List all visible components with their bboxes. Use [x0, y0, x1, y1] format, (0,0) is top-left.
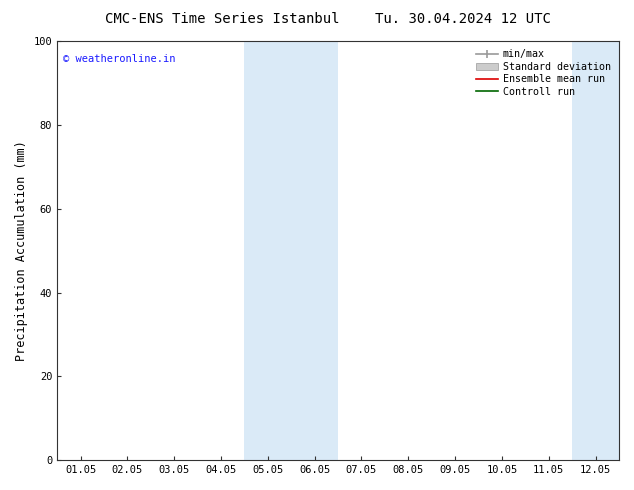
- Text: Tu. 30.04.2024 12 UTC: Tu. 30.04.2024 12 UTC: [375, 12, 551, 26]
- Y-axis label: Precipitation Accumulation (mm): Precipitation Accumulation (mm): [15, 140, 28, 361]
- Text: © weatheronline.in: © weatheronline.in: [63, 53, 175, 64]
- Text: CMC-ENS Time Series Istanbul: CMC-ENS Time Series Istanbul: [105, 12, 339, 26]
- Bar: [245, 41, 338, 460]
- Bar: [572, 41, 634, 460]
- Legend: min/max, Standard deviation, Ensemble mean run, Controll run: min/max, Standard deviation, Ensemble me…: [473, 46, 614, 99]
